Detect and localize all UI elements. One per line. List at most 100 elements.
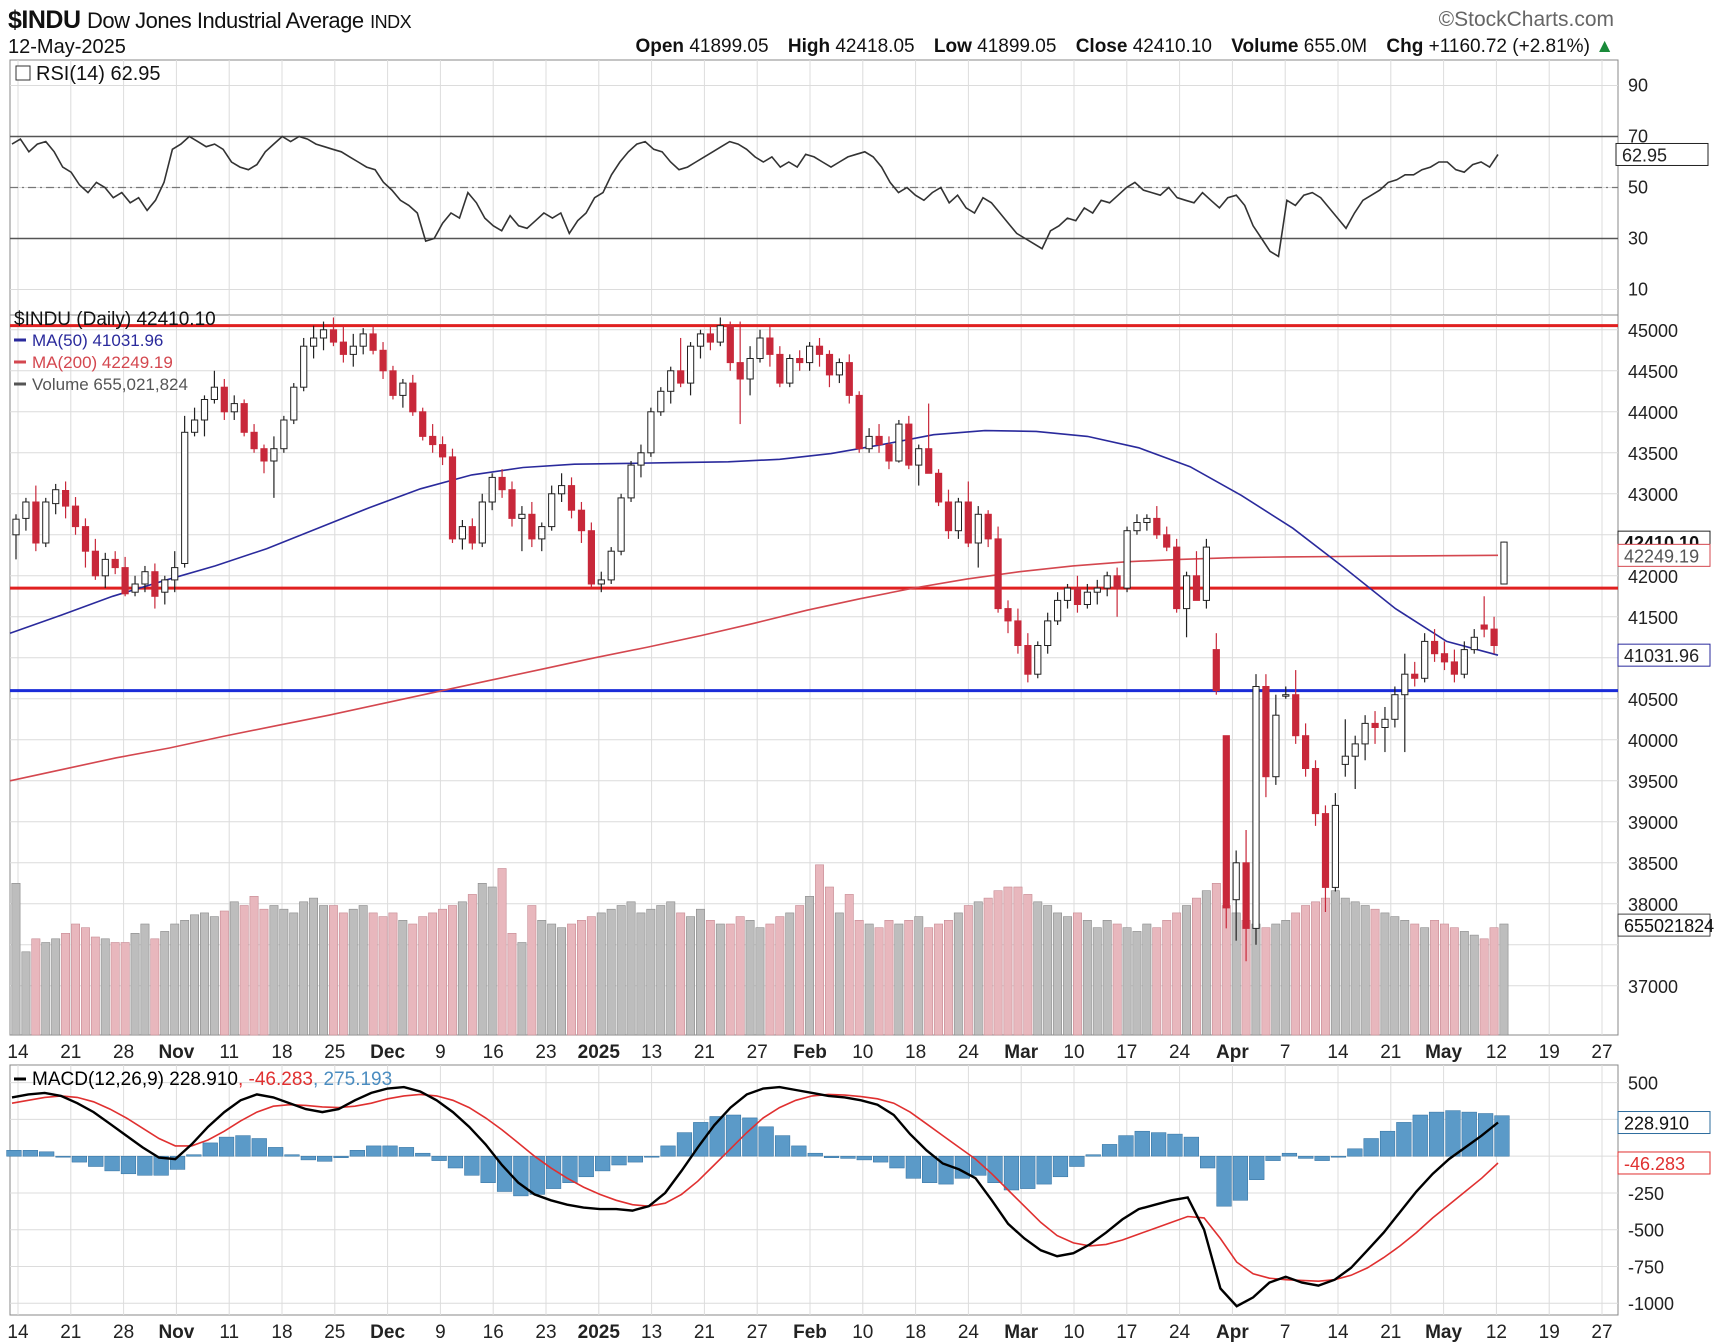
volume-bar bbox=[686, 916, 696, 1036]
x-axis-label: 28 bbox=[113, 1042, 134, 1063]
candle-body bbox=[1113, 575, 1121, 589]
volume-bar bbox=[1400, 919, 1410, 1036]
x-axis-label: 18 bbox=[905, 1042, 926, 1063]
volume-bar bbox=[1410, 923, 1420, 1036]
volume-bar bbox=[567, 923, 577, 1036]
volume-bar bbox=[457, 901, 467, 1036]
x-axis-label: 18 bbox=[271, 1042, 292, 1063]
candle-body bbox=[944, 501, 953, 532]
candle-body bbox=[548, 493, 556, 528]
macd-histogram-bar bbox=[202, 1142, 218, 1157]
symbol-ticker: $INDU bbox=[8, 6, 81, 34]
candle-body bbox=[71, 505, 80, 528]
candle-body bbox=[270, 448, 278, 462]
candle-body bbox=[1490, 628, 1498, 646]
x-axis-label-bottom: 24 bbox=[958, 1322, 980, 1343]
volume-bar bbox=[130, 932, 140, 1036]
candle-body bbox=[12, 518, 20, 536]
candle-body bbox=[518, 513, 526, 519]
volume-bar bbox=[51, 938, 61, 1036]
volume-bar bbox=[795, 905, 805, 1036]
macd-histogram-bar bbox=[676, 1132, 693, 1157]
macd-histogram-bar bbox=[1445, 1110, 1461, 1157]
volume-bar bbox=[249, 895, 259, 1036]
candle-body bbox=[994, 538, 1002, 610]
volume-bar bbox=[596, 912, 606, 1036]
candle-body bbox=[1232, 862, 1240, 901]
macd-histogram-bar bbox=[562, 1155, 578, 1183]
x-axis-label-bottom: 12 bbox=[1486, 1322, 1507, 1343]
close-value: 42410.10 bbox=[1132, 36, 1212, 57]
macd-histogram-bar bbox=[235, 1135, 251, 1157]
stockcharts-logo[interactable]: ©StockCharts.com bbox=[1438, 8, 1614, 31]
x-axis-label-bottom: 13 bbox=[641, 1322, 662, 1343]
price-axis-label: 42249.19 bbox=[1624, 546, 1699, 566]
volume-bar bbox=[1201, 890, 1211, 1036]
x-axis-label-bottom: 16 bbox=[483, 1322, 504, 1343]
candle-body bbox=[974, 513, 982, 544]
volume-bar bbox=[1003, 886, 1013, 1036]
candle-body bbox=[567, 485, 576, 511]
candle-body bbox=[1331, 804, 1340, 888]
price-tick-label: 38500 bbox=[1628, 854, 1678, 874]
volume-bar bbox=[775, 916, 785, 1036]
x-axis-label-bottom: 7 bbox=[1280, 1322, 1291, 1343]
candle-body bbox=[468, 526, 476, 544]
candle-body bbox=[230, 403, 238, 413]
candle-body bbox=[1480, 624, 1488, 630]
volume-bar bbox=[259, 908, 269, 1036]
volume-bar bbox=[646, 908, 656, 1036]
volume-bar bbox=[1112, 923, 1122, 1036]
price-axis-label-box bbox=[1617, 643, 1711, 667]
macd-histogram-bar bbox=[186, 1154, 202, 1157]
change-value: +1160.72 (+2.81%) bbox=[1428, 36, 1590, 57]
price-legend-entry: MA(200) 42249.19 bbox=[32, 353, 173, 372]
x-axis-label-bottom: 25 bbox=[324, 1322, 345, 1343]
price-tick-label: 44000 bbox=[1628, 403, 1678, 423]
macd-histogram-bar bbox=[889, 1155, 905, 1169]
x-axis-label-bottom: 21 bbox=[60, 1322, 81, 1343]
volume-bar bbox=[487, 886, 497, 1036]
volume-bar bbox=[537, 919, 547, 1036]
volume-bar bbox=[1033, 901, 1043, 1036]
candle-body bbox=[1192, 575, 1201, 601]
candle-body bbox=[508, 489, 516, 519]
candle-body bbox=[240, 403, 248, 433]
macd-tick-label: -250 bbox=[1628, 1184, 1664, 1204]
macd-histogram-bar bbox=[1379, 1130, 1396, 1157]
ma50-line bbox=[9, 429, 1499, 656]
rsi-legend-icon bbox=[15, 65, 31, 81]
candle-body bbox=[1133, 522, 1141, 532]
macd-axis-label-box bbox=[1617, 1151, 1711, 1175]
macd-histogram-bar bbox=[447, 1155, 464, 1169]
volume-bar bbox=[219, 910, 229, 1036]
candle-body bbox=[1034, 645, 1042, 675]
volume-bar bbox=[150, 938, 160, 1036]
volume-bar bbox=[547, 923, 557, 1036]
price-axis-label: 41031.96 bbox=[1624, 646, 1699, 666]
candle-body bbox=[81, 526, 90, 552]
volume-bar bbox=[884, 919, 894, 1036]
candle-body bbox=[587, 530, 595, 585]
candle-body bbox=[637, 452, 645, 466]
candle-body bbox=[825, 353, 834, 376]
candle-body bbox=[349, 345, 357, 355]
price-tick-label: 40500 bbox=[1628, 690, 1678, 710]
candle-body bbox=[607, 550, 615, 581]
volume-bar bbox=[755, 927, 765, 1036]
macd-histogram-bar bbox=[464, 1155, 480, 1176]
candle-body bbox=[855, 394, 863, 450]
volume-bar bbox=[180, 919, 190, 1036]
price-tick-label: 45000 bbox=[1628, 321, 1678, 341]
macd-tick-label: 500 bbox=[1628, 1074, 1658, 1094]
macd-tick-label: -1000 bbox=[1628, 1294, 1674, 1314]
candle-body bbox=[1302, 735, 1310, 770]
volume-bar bbox=[1013, 886, 1023, 1036]
candle-body bbox=[458, 526, 466, 540]
macd-histogram-bar bbox=[1461, 1111, 1477, 1157]
macd-axis-label: 228.910 bbox=[1624, 1114, 1689, 1134]
ma200-line bbox=[9, 554, 1499, 782]
candle-body bbox=[1401, 673, 1409, 696]
candle-body bbox=[1292, 694, 1300, 737]
